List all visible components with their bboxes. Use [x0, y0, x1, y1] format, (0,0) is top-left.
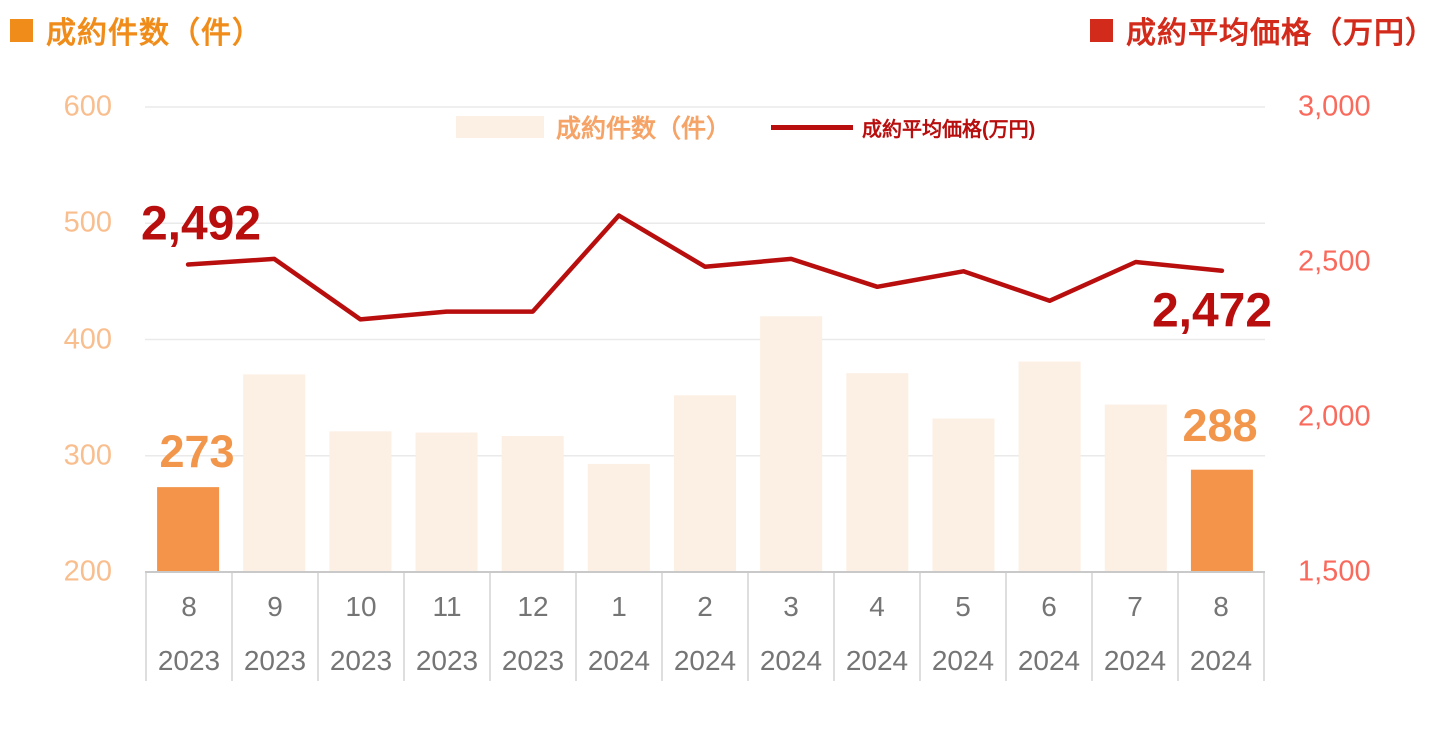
line-first-value-label: 2,492 [140, 197, 262, 251]
x-axis-year-label: 2024 [673, 645, 737, 676]
bar [846, 373, 909, 571]
x-axis-cell: 6 2024 [1005, 573, 1091, 681]
x-axis-month-label: 11 [432, 591, 462, 622]
x-axis-cell: 5 2024 [919, 573, 1005, 681]
x-axis-month-label: 6 [1041, 591, 1057, 622]
bar-highlighted [157, 487, 220, 571]
bar [674, 395, 736, 571]
bar-last-value-label: 288 [1182, 400, 1258, 451]
x-axis-cell: 9 2023 [231, 573, 317, 681]
right-axis-tick: 2,000 [1298, 400, 1371, 433]
x-axis-cell: 10 2023 [317, 573, 403, 681]
x-axis-year-label: 2024 [845, 645, 909, 676]
x-axis-year-label: 2023 [329, 645, 393, 676]
x-axis-cell: 4 2024 [833, 573, 919, 681]
right-axis-tick: 1,500 [1298, 555, 1371, 588]
left-axis-tick: 300 [63, 439, 112, 472]
x-axis-cell: 7 2024 [1091, 573, 1177, 681]
x-axis-month-label: 9 [267, 591, 283, 622]
x-axis-year-label: 2024 [1017, 645, 1081, 676]
bar [587, 463, 650, 571]
x-axis-month-label: 2 [697, 591, 713, 622]
bar [501, 435, 564, 571]
left-axis-tick: 500 [63, 206, 112, 239]
x-axis-year-label: 2024 [931, 645, 995, 676]
bar [329, 431, 392, 571]
x-axis-cell: 2 2024 [661, 573, 747, 681]
bar [1018, 361, 1081, 571]
bar-first-value-label: 273 [159, 426, 235, 477]
bar [760, 316, 823, 571]
right-axis-tick: 2,500 [1298, 245, 1371, 278]
x-axis-year-label: 2023 [501, 645, 565, 676]
x-axis-month-label: 7 [1127, 591, 1143, 622]
x-axis-year-label: 2023 [415, 645, 479, 676]
bar-series-legend-label: 成約件数（件） [556, 115, 732, 143]
bar [415, 432, 478, 571]
left-axis-title: 成約件数（件） [10, 8, 263, 52]
x-axis-month-label: 5 [955, 591, 971, 622]
bar [243, 374, 306, 571]
x-axis-year-label: 2023 [157, 645, 221, 676]
x-axis-cell: 8 2023 [145, 573, 231, 681]
line-series-swatch-icon [771, 124, 854, 130]
bar-series-swatch-icon [456, 116, 544, 138]
left-axis-tick: 400 [63, 323, 112, 355]
bar [1104, 404, 1167, 571]
x-axis-cell: 11 2023 [403, 573, 489, 681]
x-axis-cell: 8 2024 [1177, 573, 1265, 681]
x-axis-year-label: 2024 [1189, 645, 1253, 676]
x-axis-year-label: 2024 [759, 645, 823, 676]
legend: 成約件数（件） 成約平均価格(万円) [456, 104, 1035, 150]
bar-highlighted [1190, 469, 1253, 571]
left-axis-tick: 200 [63, 555, 112, 588]
line-series-legend-label: 成約平均価格(万円) [862, 118, 1036, 141]
left-axis-tick: 600 [63, 90, 112, 123]
price-line [185, 213, 1225, 322]
right-axis-title-text: 成約平均価格（万円） [1126, 17, 1436, 50]
x-axis-cell: 3 2024 [747, 573, 833, 681]
bar [932, 418, 995, 571]
orange-square-icon [10, 18, 33, 42]
x-axis-month-label: 8 [1213, 591, 1229, 622]
x-axis-month-label: 3 [783, 591, 799, 622]
x-axis-year-label: 2024 [1103, 645, 1167, 676]
x-axis-year-label: 2024 [587, 645, 651, 676]
x-axis-month-label: 1 [611, 591, 627, 622]
x-axis-month-label: 4 [869, 591, 885, 622]
x-axis-table: 8 2023 9 2023 10 2023 11 2023 12 2023 1 2024 2 2024 3 2… [145, 571, 1265, 681]
line-last-value-label: 2,472 [1151, 284, 1273, 338]
x-axis-month-label: 12 [517, 591, 549, 622]
left-axis-title-text: 成約件数（件） [46, 17, 263, 50]
x-axis-cell: 1 2024 [575, 573, 661, 681]
x-axis-month-label: 8 [181, 591, 197, 622]
x-axis-year-label: 2023 [243, 645, 307, 676]
right-axis-tick: 3,000 [1298, 90, 1371, 123]
right-axis-title: 成約平均価格（万円） [1090, 8, 1436, 52]
red-square-icon [1090, 18, 1113, 42]
x-axis-cell: 12 2023 [489, 573, 575, 681]
x-axis-month-label: 10 [345, 591, 377, 622]
